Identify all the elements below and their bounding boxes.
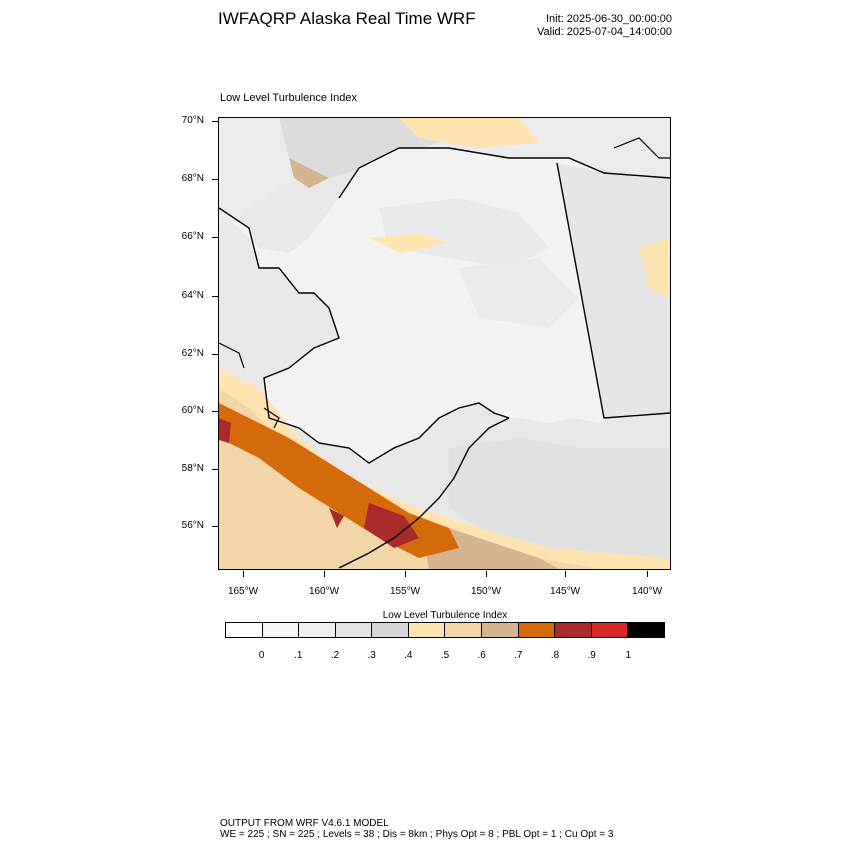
field-label: Low Level Turbulence Index [220,92,357,104]
lat-label-58n: 58°N [181,463,204,474]
colorbar-tick-label: .9 [587,650,596,661]
lat-tick [212,121,218,122]
lon-label-160w: 160°W [308,586,340,597]
lat-tick [212,411,218,412]
lon-tick [243,571,244,577]
init-time: Init: 2025-06-30_00:00:00 [546,13,672,25]
colorbar-swatch [226,623,263,637]
lon-label-145w: 145°W [549,586,581,597]
colorbar-tick-label: .3 [367,650,376,661]
colorbar-swatch [445,623,483,637]
colorbar-tick-label: .8 [550,650,560,661]
colorbar [225,622,665,638]
colorbar-tick-label: .2 [330,650,340,661]
lat-label-62n: 62°N [181,348,204,359]
valid-time: Valid: 2025-07-04_14:00:00 [537,26,672,38]
lon-tick [324,571,325,577]
lon-tick [486,571,487,577]
colorbar-swatch [299,623,336,637]
colorbar-tick-label: .5 [440,650,450,661]
map-title: IWFAQRP Alaska Real Time WRF [218,9,476,28]
lon-label-165w: 165°W [227,586,259,597]
colorbar-tick-label: .4 [404,650,413,661]
colorbar-swatch [591,623,629,637]
lat-label-64n: 64°N [181,290,204,301]
lon-label-150w: 150°W [470,586,502,597]
colorbar-title: Low Level Turbulence Index [382,610,508,621]
lon-label-140w: 140°W [631,586,663,597]
colorbar-swatch [408,623,446,637]
lon-tick [405,571,406,577]
lat-tick [212,526,218,527]
colorbar-tick-label: .1 [294,650,303,661]
colorbar-swatch [518,623,556,637]
lat-tick [212,296,218,297]
colorbar-swatch [628,623,664,637]
lat-label-60n: 60°N [181,405,204,416]
model-config: WE = 225 ; SN = 225 ; Levels = 38 ; Dis … [220,829,614,840]
time-info: Init: 2025-06-30_00:00:00 Valid: 2025-07… [537,13,672,39]
lon-tick [565,571,566,577]
lat-label-56n: 56°N [181,520,204,531]
colorbar-swatch [262,623,300,637]
model-version: OUTPUT FROM WRF V4.6.1 MODEL [220,818,389,829]
lon-tick [647,571,648,577]
colorbar-tick-label: .7 [514,650,523,661]
lat-tick [212,179,218,180]
lat-tick [212,469,218,470]
colorbar-swatch [482,623,519,637]
lat-label-68n: 68°N [181,173,204,184]
colorbar-swatch [335,623,373,637]
colorbar-swatch [555,623,592,637]
map-panel [218,117,671,570]
lat-tick [212,354,218,355]
lat-label-66n: 66°N [181,231,204,242]
colorbar-tick-label: 0 [258,650,265,661]
colorbar-swatch [372,623,409,637]
lon-label-155w: 155°W [389,586,421,597]
lat-tick [212,237,218,238]
colorbar-tick-label: .6 [477,650,486,661]
lat-label-70n: 70°N [181,115,204,126]
model-info: OUTPUT FROM WRF V4.6.1 MODEL WE = 225 ; … [220,818,613,840]
colorbar-tick-label: 1 [625,650,632,661]
turbulence-map [219,118,670,569]
